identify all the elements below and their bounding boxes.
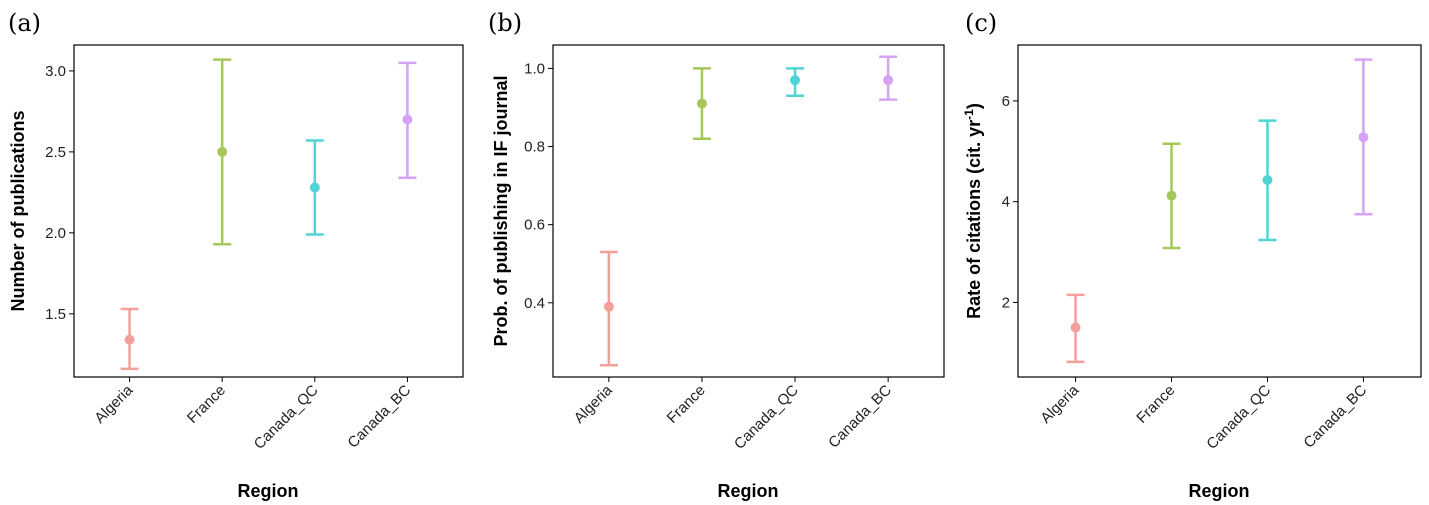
mean-point-c-1 [1166, 190, 1177, 201]
x-tick-label-b-3: Canada_BC [825, 382, 895, 452]
x-tick-label-c-1: France [1133, 382, 1178, 427]
y-tick-label-c-0: 2 [1002, 294, 1010, 311]
x-axis-ticks-a: Algeria France Canada_QC Canada_BC [91, 377, 414, 453]
y-tick-label-a-0: 1.5 [45, 306, 66, 323]
panel-c: (c) 246 Algeria France Canada_QC Canada_BC … [962, 9, 1422, 501]
panel-label-a: (a) [8, 9, 41, 37]
x-tick-label-b-2: Canada_QC [731, 382, 802, 453]
y-axis-ticks-b: 0.4 0.6 0.8 1.0 [524, 60, 553, 312]
panel-label-b: (b) [488, 9, 522, 37]
mean-point-c-3 [1358, 132, 1369, 143]
x-tick-label-a-0: Algeria [91, 381, 137, 427]
error-bars-a [120, 58, 417, 371]
x-tick-label-c-3: Canada_BC [1300, 382, 1370, 452]
mean-point-a-3 [402, 114, 413, 125]
mean-point-a-2 [309, 182, 320, 193]
x-tick-label-b-0: Algeria [571, 381, 617, 427]
plot-frame-a [73, 44, 464, 378]
x-tick-label-a-2: Canada_QC [251, 382, 322, 453]
x-axis-ticks-b: Algeria France Canada_QC Canada_BC [571, 377, 895, 453]
y-axis-title-c-close: ) [964, 103, 984, 109]
x-axis-title-a: Region [238, 481, 299, 501]
x-tick-label-c-0: Algeria [1037, 381, 1083, 427]
y-tick-label-a-2: 2.5 [45, 144, 66, 161]
y-axis-ticks-c: 2 4 6 [1002, 93, 1018, 311]
x-tick-label-b-1: France [664, 382, 709, 427]
y-tick-label-c-1: 4 [1002, 194, 1010, 211]
panel-a: (a) 1.5 2.0 2.5 3.0 Algeria France Canada_QC C… [8, 9, 464, 501]
panel-b: (b) 0.4 0.6 0.8 1.0 Algeria France Canada_QC C… [488, 9, 945, 501]
y-tick-label-a-1: 2.0 [45, 225, 66, 242]
y-tick-label-b-3: 1.0 [524, 60, 545, 77]
x-axis-title-b: Region [718, 481, 779, 501]
mean-point-c-2 [1262, 175, 1273, 186]
mean-point-b-2 [790, 75, 801, 86]
x-tick-label-a-1: France [184, 382, 229, 427]
y-axis-title-c: Rate of citations (cit. yr-1) [962, 103, 984, 319]
y-tick-label-a-3: 3.0 [45, 63, 66, 80]
y-axis-title-c-main: Rate of citations (cit. yr [964, 120, 984, 319]
mean-point-a-0 [124, 334, 135, 345]
mean-point-c-0 [1070, 322, 1081, 333]
y-tick-label-b-1: 0.6 [524, 217, 545, 234]
mean-point-b-0 [603, 301, 614, 312]
y-axis-title-c-superscript: -1 [962, 109, 976, 120]
x-tick-label-a-3: Canada_BC [344, 382, 414, 452]
panel-label-c: (c) [965, 9, 997, 37]
mean-point-b-3 [883, 75, 894, 86]
error-bars-b [599, 55, 898, 367]
mean-point-b-1 [696, 98, 707, 109]
x-tick-label-c-2: Canada_QC [1203, 382, 1274, 453]
x-axis-title-c: Region [1189, 481, 1250, 501]
y-tick-label-b-2: 0.8 [524, 139, 545, 156]
y-axis-ticks-a: 1.5 2.0 2.5 3.0 [45, 63, 74, 323]
mean-point-a-1 [217, 146, 228, 157]
error-bars-c [1066, 58, 1373, 364]
y-axis-title-a: Number of publications [8, 110, 28, 311]
y-axis-title-b: Prob. of publishing in IF journal [491, 76, 511, 347]
plot-frame-c [1017, 44, 1422, 378]
x-axis-ticks-c: Algeria France Canada_QC Canada_BC [1037, 377, 1370, 453]
y-tick-label-b-0: 0.4 [524, 295, 545, 312]
y-tick-label-c-2: 6 [1002, 93, 1010, 110]
plot-frame-b [552, 44, 945, 378]
